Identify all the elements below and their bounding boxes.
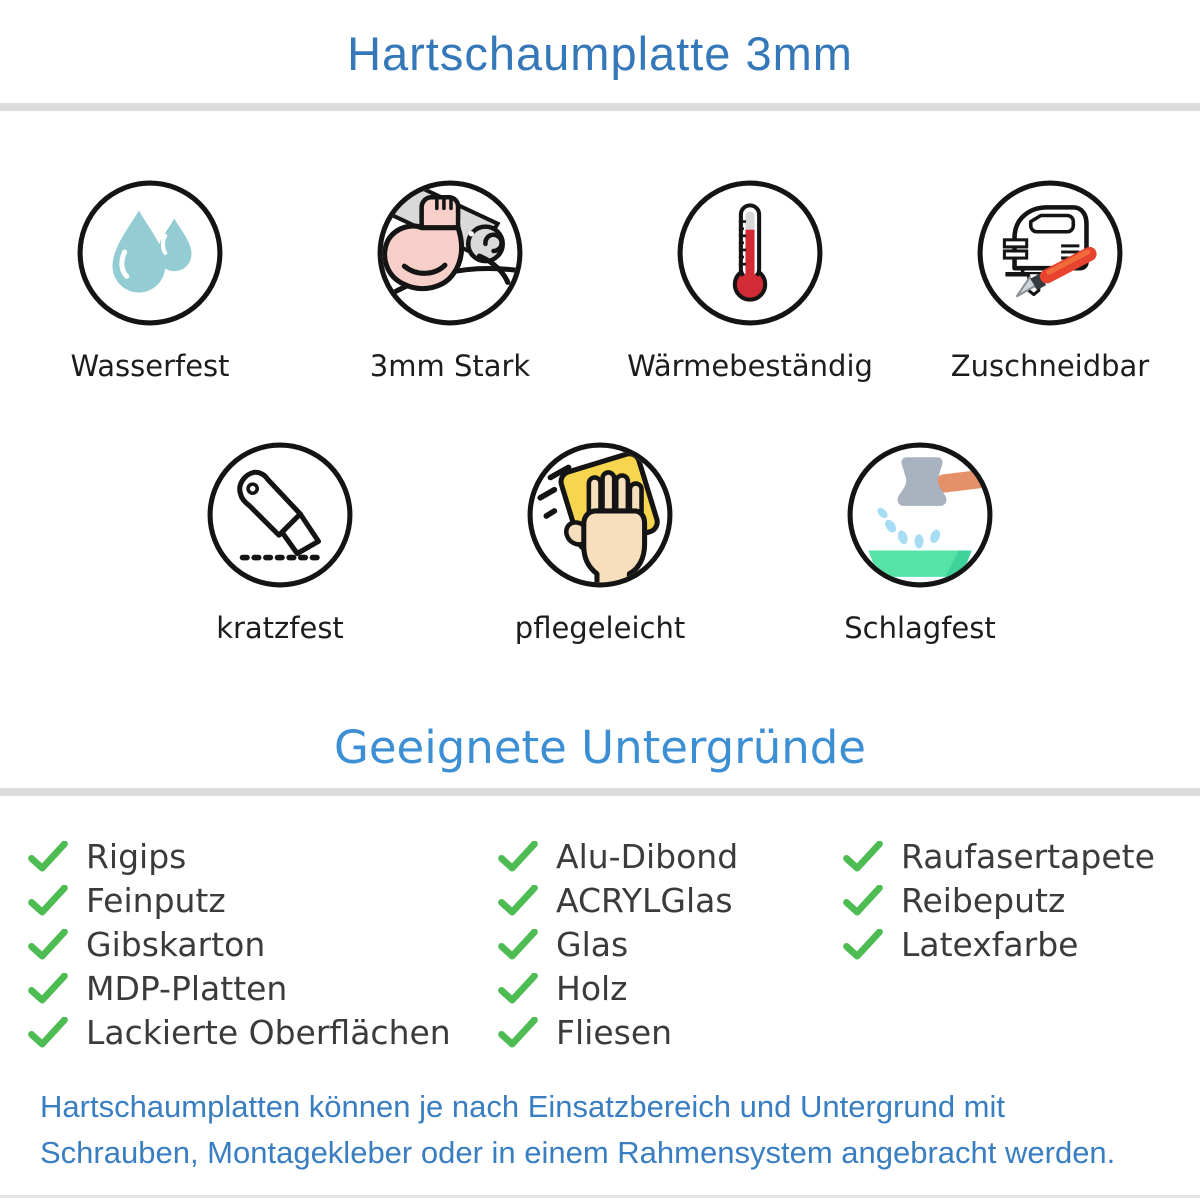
- thermometer-icon: [677, 180, 823, 326]
- feature-label: Wasserfest: [70, 349, 230, 383]
- surface-label: MDP-Platten: [86, 968, 288, 1008]
- surfaces-checklist: Rigips Feinputz Gibskarton MDP-Platten L…: [0, 834, 1200, 1054]
- check-icon: [498, 972, 538, 1004]
- surface-label: Fliesen: [556, 1012, 673, 1052]
- surface-label: ACRYLGlas: [556, 880, 733, 920]
- mounting-note-line2: Schrauben, Montagekleber oder in einem R…: [40, 1135, 1116, 1170]
- feature-row-2: kratzfest pflegeleicht: [130, 439, 1070, 645]
- check-icon: [498, 840, 538, 872]
- check-icon: [498, 884, 538, 916]
- feature-label: pflegeleicht: [514, 611, 686, 645]
- check-icon: [498, 1016, 538, 1048]
- cleaning-hand-icon: [527, 442, 673, 588]
- surface-label: Alu-Dibond: [556, 836, 739, 876]
- list-item: ACRYLGlas: [498, 878, 843, 922]
- surface-label: Lackierte Oberflächen: [86, 1012, 451, 1052]
- check-icon: [843, 840, 883, 872]
- mounting-note-line1: Hartschaumplatten können je nach Einsatz…: [40, 1089, 1005, 1124]
- surface-label: Feinputz: [86, 880, 226, 920]
- section-title-surfaces: Geeignete Untergründe: [333, 721, 866, 774]
- water-drops-icon: [77, 180, 223, 326]
- surfaces-column-1: Rigips Feinputz Gibskarton MDP-Platten L…: [28, 834, 498, 1054]
- surface-label: Rigips: [86, 836, 187, 876]
- jigsaw-cutter-icon: [977, 180, 1123, 326]
- surface-label: Holz: [556, 968, 628, 1008]
- mounting-note: Hartschaumplatten können je nach Einsatz…: [0, 1084, 1200, 1176]
- feature-row-1: Wasserfest: [0, 177, 1200, 383]
- check-icon: [28, 884, 68, 916]
- list-item: Rigips: [28, 834, 498, 878]
- muscle-arm-icon: [377, 180, 523, 326]
- feature-label: Wärmebeständig: [627, 349, 873, 383]
- surfaces-column-3: Raufasertapete Reibeputz Latexfarbe: [843, 834, 1200, 1054]
- surfaces-column-2: Alu-Dibond ACRYLGlas Glas Holz Fliesen: [498, 834, 843, 1054]
- feature-impact-resistant: Schlagfest: [770, 439, 1070, 645]
- list-item: Lackierte Oberflächen: [28, 1010, 498, 1054]
- page-title: Hartschaumplatte 3mm: [347, 27, 853, 80]
- divider-middle: [0, 788, 1200, 796]
- list-item: Raufasertapete: [843, 834, 1200, 878]
- check-icon: [843, 928, 883, 960]
- check-icon: [843, 884, 883, 916]
- feature-waterproof: Wasserfest: [0, 177, 300, 383]
- surface-label: Raufasertapete: [901, 836, 1155, 876]
- list-item: Feinputz: [28, 878, 498, 922]
- list-item: Fliesen: [498, 1010, 843, 1054]
- feature-strength: 3mm Stark: [300, 177, 600, 383]
- feature-cuttable: Zuschneidbar: [900, 177, 1200, 383]
- hammer-impact-icon: [847, 442, 993, 588]
- surface-label: Latexfarbe: [901, 924, 1079, 964]
- check-icon: [28, 1016, 68, 1048]
- list-item: MDP-Platten: [28, 966, 498, 1010]
- list-item: Glas: [498, 922, 843, 966]
- check-icon: [28, 972, 68, 1004]
- surface-label: Reibeputz: [901, 880, 1066, 920]
- check-icon: [28, 840, 68, 872]
- check-icon: [498, 928, 538, 960]
- list-item: Alu-Dibond: [498, 834, 843, 878]
- utility-knife-icon: [207, 442, 353, 588]
- list-item: Gibskarton: [28, 922, 498, 966]
- list-item: Latexfarbe: [843, 922, 1200, 966]
- feature-label: Schlagfest: [844, 611, 996, 645]
- list-item: Reibeputz: [843, 878, 1200, 922]
- divider-top: [0, 103, 1200, 111]
- feature-easy-care: pflegeleicht: [450, 439, 750, 645]
- check-icon: [28, 928, 68, 960]
- feature-scratch-proof: kratzfest: [130, 439, 430, 645]
- surface-label: Glas: [556, 924, 629, 964]
- feature-label: Zuschneidbar: [950, 349, 1150, 383]
- surface-label: Gibskarton: [86, 924, 266, 964]
- list-item: Holz: [498, 966, 843, 1010]
- feature-label: 3mm Stark: [369, 349, 531, 383]
- feature-label: kratzfest: [216, 611, 344, 645]
- divider-bottom: [0, 1195, 1200, 1198]
- feature-heat-resistant: Wärmebeständig: [600, 177, 900, 383]
